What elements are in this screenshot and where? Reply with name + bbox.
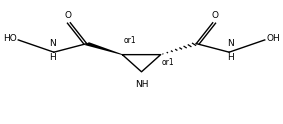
Text: O: O xyxy=(64,11,71,20)
Text: N: N xyxy=(227,39,234,48)
Polygon shape xyxy=(85,42,123,55)
Text: O: O xyxy=(212,11,219,20)
Text: H: H xyxy=(49,53,56,62)
Text: OH: OH xyxy=(266,34,280,43)
Text: or1: or1 xyxy=(124,36,136,46)
Text: N: N xyxy=(49,39,56,48)
Text: H: H xyxy=(227,53,234,62)
Text: NH: NH xyxy=(135,80,148,89)
Text: HO: HO xyxy=(3,34,17,43)
Text: or1: or1 xyxy=(162,58,175,67)
